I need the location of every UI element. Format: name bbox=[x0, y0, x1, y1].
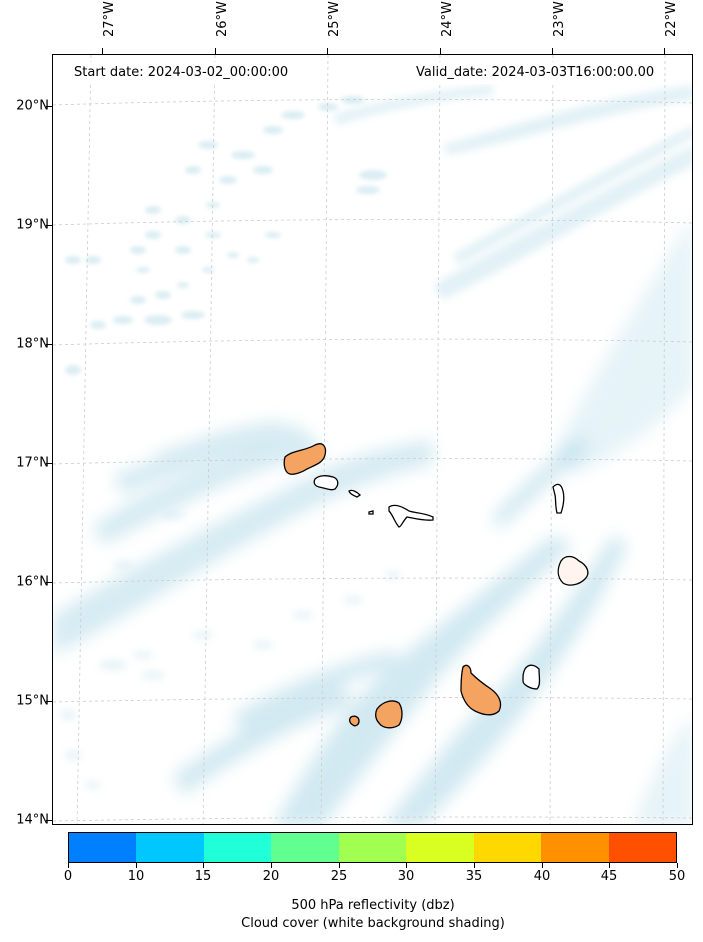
colorbar-tick-label: 15 bbox=[194, 869, 212, 884]
colorbar-segment bbox=[136, 833, 204, 862]
lat-tick bbox=[46, 701, 52, 702]
lat-label-20n: 20°N bbox=[16, 98, 49, 114]
valid-date-label: Valid_date: 2024-03-03T16:00:00.00 bbox=[410, 62, 661, 84]
lat-tick bbox=[46, 106, 52, 107]
lon-label-26w: 26°W bbox=[215, 1, 230, 37]
colorbar-segment bbox=[203, 833, 272, 862]
island-sao-vicente bbox=[313, 475, 339, 491]
colorbar-tick-mark bbox=[203, 863, 204, 868]
colorbar-tick-label: 25 bbox=[330, 869, 348, 884]
colorbar-tick-mark bbox=[68, 863, 69, 868]
island-brava bbox=[349, 715, 360, 727]
start-date-label: Start date: 2024-03-02_00:00:00 bbox=[68, 62, 295, 84]
colorbar-segment bbox=[608, 833, 676, 862]
cloud-cover-layer bbox=[53, 85, 692, 824]
lon-tick bbox=[552, 48, 553, 54]
lat-label-16n: 16°N bbox=[16, 574, 49, 590]
colorbar-tick-mark bbox=[609, 863, 610, 868]
lat-label-15n: 15°N bbox=[16, 693, 49, 709]
lat-label-14n: 14°N bbox=[16, 812, 49, 828]
reflectivity-colorbar bbox=[68, 832, 677, 863]
island-maio bbox=[522, 664, 541, 690]
lat-tick bbox=[46, 344, 52, 345]
colorbar-tick-mark bbox=[474, 863, 475, 868]
colorbar-tick-label: 30 bbox=[397, 869, 415, 884]
lat-label-17n: 17°N bbox=[16, 455, 49, 471]
lat-label-18n: 18°N bbox=[16, 336, 49, 352]
land-outlines bbox=[283, 443, 589, 729]
colorbar-tick-label: 0 bbox=[63, 869, 73, 884]
colorbar-segment bbox=[271, 833, 339, 862]
lat-tick bbox=[46, 582, 52, 583]
colorbar-segment bbox=[69, 833, 137, 862]
lon-label-24w: 24°W bbox=[440, 1, 455, 37]
colorbar-tick-mark bbox=[677, 863, 678, 868]
lon-tick bbox=[664, 48, 665, 54]
lon-tick bbox=[440, 48, 441, 54]
island-sao-nicolau bbox=[388, 504, 434, 528]
lat-tick bbox=[46, 463, 52, 464]
colorbar-tick-mark bbox=[271, 863, 272, 868]
colorbar-tick-label: 45 bbox=[600, 869, 618, 884]
gridlines bbox=[53, 55, 692, 824]
island-santa-luzia bbox=[348, 489, 362, 498]
colorbar-tick-mark bbox=[136, 863, 137, 868]
island-santiago bbox=[460, 664, 502, 716]
colorbar-tick-mark bbox=[406, 863, 407, 868]
colorbar-tick-label: 20 bbox=[262, 869, 280, 884]
colorbar-tick-label: 10 bbox=[127, 869, 145, 884]
island-santo-antao bbox=[283, 443, 327, 475]
map-panel[interactable] bbox=[52, 54, 693, 825]
lat-tick bbox=[46, 225, 52, 226]
colorbar-tick-label: 50 bbox=[668, 869, 686, 884]
lon-tick bbox=[215, 48, 216, 54]
map-canvas[interactable] bbox=[53, 55, 693, 825]
colorbar-tick-label: 35 bbox=[465, 869, 483, 884]
colorbar-caption-cloud: Cloud cover (white background shading) bbox=[241, 916, 505, 931]
colorbar-segment bbox=[541, 833, 609, 862]
lon-label-25w: 25°W bbox=[327, 1, 342, 37]
lon-tick bbox=[102, 48, 103, 54]
lat-tick bbox=[46, 820, 52, 821]
colorbar-segment bbox=[338, 833, 407, 862]
colorbar-tick-mark bbox=[542, 863, 543, 868]
lon-label-22w: 22°W bbox=[664, 1, 679, 37]
colorbar-segment bbox=[406, 833, 474, 862]
island-islet bbox=[368, 510, 374, 515]
lon-label-27w: 27°W bbox=[102, 1, 117, 37]
lon-label-23w: 23°W bbox=[552, 1, 567, 37]
island-fogo bbox=[375, 700, 403, 729]
lon-tick bbox=[327, 48, 328, 54]
lat-label-19n: 19°N bbox=[16, 217, 49, 233]
island-boa-vista bbox=[557, 555, 589, 586]
colorbar-tick-mark bbox=[339, 863, 340, 868]
colorbar-caption-reflectivity: 500 hPa reflectivity (dbz) bbox=[291, 898, 455, 913]
island-sal bbox=[552, 483, 565, 514]
colorbar-tick-label: 40 bbox=[533, 869, 551, 884]
colorbar-segment bbox=[473, 833, 542, 862]
